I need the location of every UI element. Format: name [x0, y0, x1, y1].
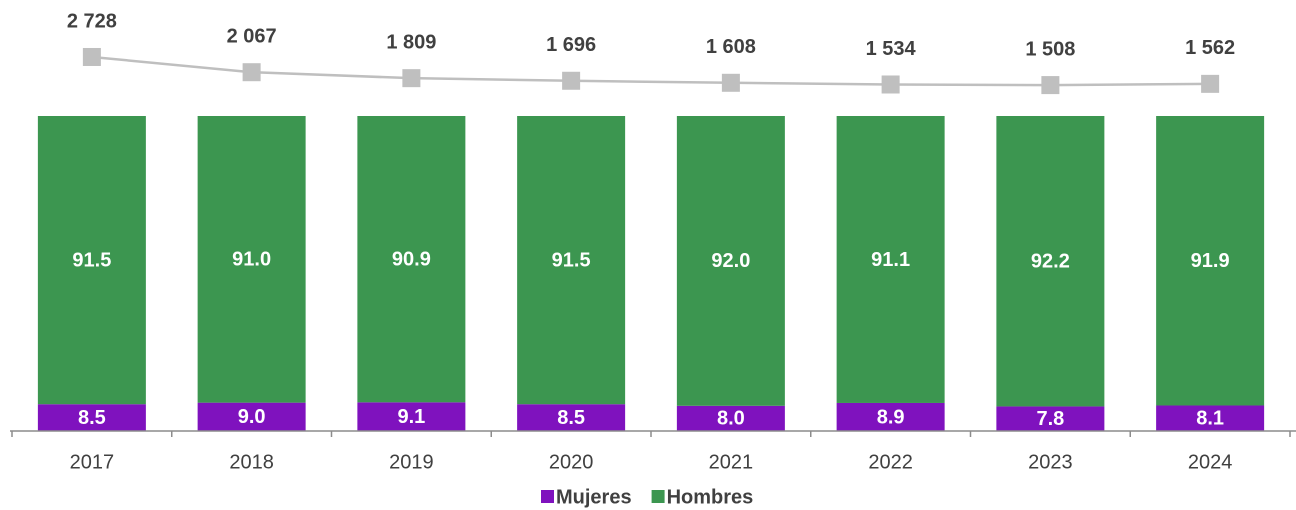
bar-label: 91.9 — [1191, 250, 1230, 272]
x-tick-label: 2023 — [1028, 451, 1073, 473]
bar-segment — [517, 116, 626, 405]
bar-segment — [836, 402, 945, 431]
legend-swatch — [541, 490, 554, 503]
bar-segment — [357, 116, 466, 403]
bar-segment — [996, 406, 1105, 431]
total-label: 1 696 — [546, 34, 596, 56]
legend-label: Mujeres — [556, 486, 632, 508]
legend-label: Hombres — [667, 486, 754, 508]
x-tick-label: 2022 — [868, 451, 913, 473]
x-tick-label: 2018 — [229, 451, 274, 473]
bar-segment — [996, 116, 1105, 407]
total-label: 2 728 — [67, 10, 117, 32]
bar-label: 91.1 — [871, 249, 910, 271]
bar-label: 8.5 — [78, 407, 106, 429]
legend-swatch — [651, 490, 665, 503]
x-tick-label: 2020 — [549, 451, 594, 473]
total-label: 1 534 — [866, 38, 917, 60]
bar-label: 7.8 — [1036, 408, 1064, 430]
bar-label: 8.1 — [1196, 408, 1224, 430]
total-label: 1 562 — [1185, 37, 1235, 59]
bar-label: 9.1 — [397, 406, 425, 428]
bar-segment — [517, 404, 626, 431]
total-label: 1 608 — [706, 36, 756, 58]
bar-segment — [37, 404, 146, 431]
bar-segment — [676, 405, 785, 431]
bar-label: 9.0 — [238, 406, 266, 428]
x-tick-label: 2024 — [1188, 451, 1233, 473]
bar-segment — [37, 116, 146, 405]
bar-segment — [676, 116, 785, 406]
bar-segment — [1156, 405, 1265, 431]
bar-label: 92.2 — [1031, 250, 1070, 272]
bar-segment — [357, 402, 466, 431]
bar-segment — [197, 116, 306, 403]
bar-segment — [1156, 116, 1265, 406]
total-marker — [1041, 76, 1060, 95]
x-tick-label: 2017 — [70, 451, 115, 473]
total-marker — [1201, 74, 1220, 93]
total-label: 1 809 — [386, 31, 436, 53]
bar-segment — [197, 402, 306, 431]
total-marker — [402, 69, 421, 88]
x-tick-label: 2019 — [389, 451, 434, 473]
total-marker — [562, 71, 581, 90]
total-label: 2 067 — [227, 25, 277, 47]
bar-label: 8.0 — [717, 408, 745, 430]
bar-label: 91.0 — [232, 249, 271, 271]
total-line — [91, 55, 1211, 87]
x-tick-label: 2021 — [709, 451, 754, 473]
total-marker — [82, 47, 101, 66]
total-marker — [721, 73, 740, 92]
bar-label: 8.5 — [557, 407, 585, 429]
total-label: 1 508 — [1025, 38, 1075, 60]
bar-label: 8.9 — [877, 406, 905, 428]
bar-label: 91.5 — [552, 249, 591, 271]
total-marker — [881, 75, 900, 94]
bar-segment — [836, 116, 945, 403]
total-marker — [242, 63, 261, 82]
bar-label: 90.9 — [392, 248, 431, 270]
bar-label: 91.5 — [72, 249, 111, 271]
bar-label: 92.0 — [711, 250, 750, 272]
